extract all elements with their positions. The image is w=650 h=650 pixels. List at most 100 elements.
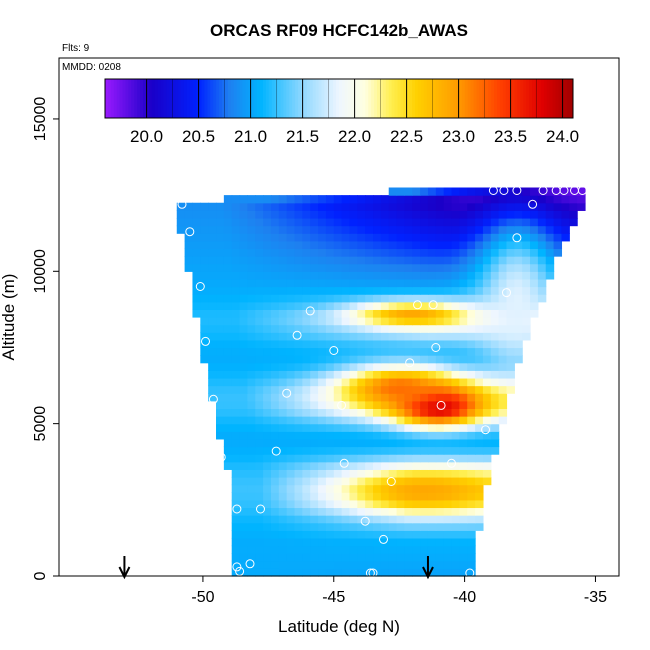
heat-cell [208, 278, 217, 288]
heat-cell [373, 286, 382, 295]
heat-cell [263, 476, 272, 486]
heat-cell [270, 256, 280, 265]
heat-cell [247, 454, 256, 463]
heat-cell [310, 347, 319, 356]
heat-cell [294, 240, 303, 250]
heat-cell [435, 469, 445, 478]
heat-cell [420, 545, 429, 554]
heat-cell [490, 256, 500, 265]
heat-cell [239, 362, 249, 371]
heat-cell [294, 537, 303, 547]
heat-cell [286, 278, 296, 288]
heat-cell [208, 347, 217, 356]
heat-cell [270, 522, 280, 531]
colorbar-segment [394, 79, 398, 118]
heat-cell [200, 347, 209, 356]
heat-cell [192, 240, 201, 250]
heat-cell [451, 416, 460, 425]
heat-cell [451, 400, 460, 410]
heat-cell [255, 362, 264, 371]
heat-cell [498, 362, 508, 371]
heat-cell [427, 294, 437, 303]
heat-cell [208, 385, 217, 394]
heat-cell [396, 461, 406, 470]
heat-cell [294, 294, 303, 303]
heat-cell [294, 347, 303, 356]
heat-cell [216, 347, 225, 356]
heat-cell [270, 438, 280, 448]
heat-cell [475, 484, 484, 493]
heat-cell [365, 286, 374, 295]
heat-cell [208, 271, 217, 280]
heat-cell [373, 553, 382, 562]
heat-cell [239, 286, 249, 295]
heat-cell [239, 560, 249, 569]
heat-cell [443, 454, 453, 463]
heat-cell [435, 347, 445, 356]
heat-cell [373, 195, 382, 204]
heat-cell [427, 248, 437, 257]
heat-cell [325, 507, 335, 516]
heat-cell [341, 317, 351, 326]
heat-cell [459, 446, 468, 455]
heat-cell [239, 233, 249, 242]
heat-cell [490, 202, 500, 211]
heat-cell [325, 324, 335, 333]
heat-cell [302, 400, 311, 410]
heat-cell [208, 240, 217, 250]
heat-cell [239, 476, 249, 486]
heat-cell [490, 324, 500, 333]
heat-cell [451, 248, 460, 257]
heat-cell [278, 248, 288, 257]
heat-cell [310, 393, 319, 402]
colorbar-segment [210, 79, 214, 118]
heat-cell [475, 301, 484, 310]
heat-cell [239, 248, 249, 257]
heat-cell [278, 515, 288, 524]
heat-cell [255, 515, 264, 524]
heat-cell [310, 217, 319, 227]
heat-cell [475, 499, 484, 509]
colorbar-segment [315, 79, 320, 118]
heat-cell [427, 461, 437, 470]
heat-cell [286, 484, 296, 493]
heat-cell [404, 286, 413, 295]
heat-cell [530, 301, 539, 310]
heat-cell [184, 256, 194, 265]
heat-cell [349, 324, 358, 333]
heat-cell [357, 347, 366, 356]
heat-cell [310, 400, 319, 410]
heat-cell [310, 370, 319, 379]
heat-cell [270, 377, 280, 387]
heat-cell [325, 317, 335, 326]
heat-cell [278, 324, 288, 333]
heat-cell [459, 286, 468, 295]
heat-cell [490, 385, 500, 394]
heat-cell [451, 309, 460, 318]
heat-cell [318, 256, 327, 265]
heat-cell [278, 469, 288, 478]
heat-cell [349, 377, 358, 387]
heat-cell [231, 499, 241, 509]
heat-cell [247, 263, 256, 272]
heat-cell [310, 431, 319, 440]
heat-cell [278, 530, 288, 539]
heat-cell [443, 553, 453, 562]
heat-cell [396, 233, 406, 242]
heat-cell [420, 347, 429, 356]
heat-cell [318, 530, 327, 539]
heat-cell [396, 362, 406, 371]
heat-cell [427, 271, 437, 280]
heat-cell [341, 492, 351, 501]
heat-cell [349, 454, 358, 463]
heat-cell [482, 469, 492, 478]
heat-cell [435, 301, 445, 310]
heat-cell [435, 507, 445, 516]
heat-cell [349, 438, 358, 448]
heat-cell [302, 263, 311, 272]
heat-cell [286, 256, 296, 265]
heat-cell [482, 347, 492, 356]
heat-cell [467, 522, 476, 531]
heat-cell [420, 454, 429, 463]
heat-cell [396, 446, 406, 455]
